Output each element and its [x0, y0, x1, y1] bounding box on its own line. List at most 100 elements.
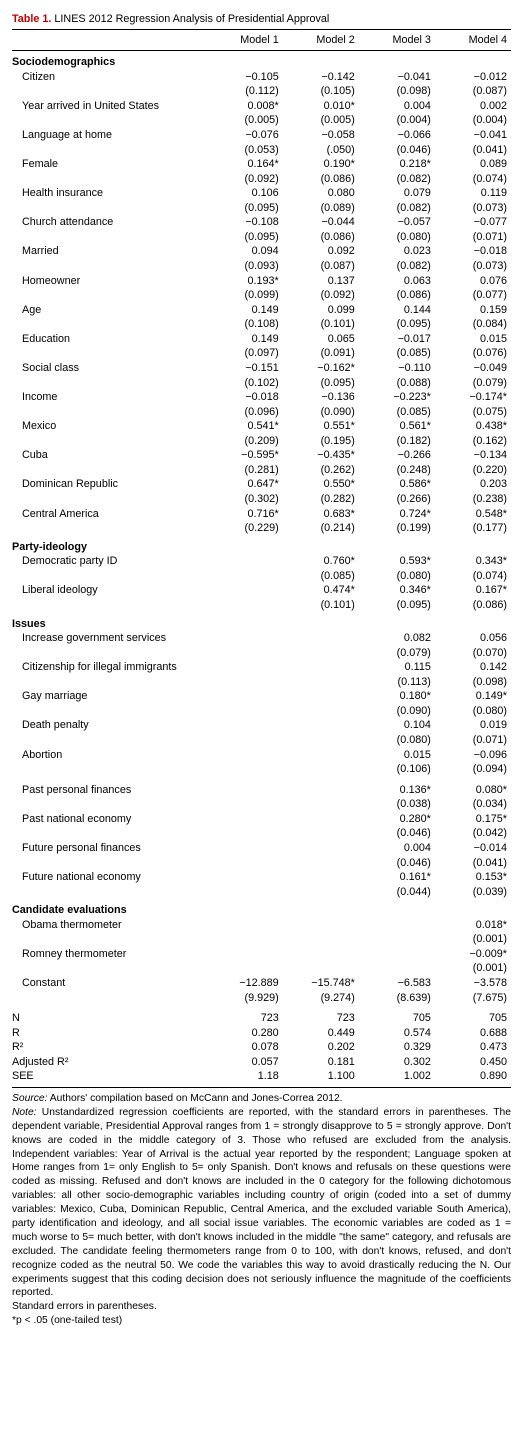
row-label: Democratic party ID — [12, 554, 207, 569]
cell-coef: 0.149 — [207, 332, 283, 347]
cell-se: (0.080) — [359, 230, 435, 245]
cell-se: (0.101) — [283, 317, 359, 332]
table-row: Mexico0.541*0.551*0.561*0.438* — [12, 419, 511, 434]
cell-se — [283, 932, 359, 947]
cell-coef — [283, 783, 359, 798]
cell-coef: −0.018 — [207, 390, 283, 405]
table-row-se: (0.209)(0.195)(0.182)(0.162) — [12, 434, 511, 449]
cell-se: (0.004) — [435, 113, 511, 128]
cell-coef — [207, 554, 283, 569]
col-m4: Model 4 — [435, 30, 511, 51]
table-row: Constant−12.889−15.748*−6.583−3.578 — [12, 976, 511, 991]
cell-coef: −0.266 — [359, 448, 435, 463]
cell-coef — [207, 660, 283, 675]
table-footer: Source: Authors' compilation based on Mc… — [12, 1092, 511, 1328]
table-row-se: (0.113)(0.098) — [12, 675, 511, 690]
cell-se: (0.079) — [359, 646, 435, 661]
table-row: Female0.164*0.190*0.218*0.089 — [12, 157, 511, 172]
cell-coef: −0.041 — [435, 128, 511, 143]
cell-se: (0.038) — [359, 797, 435, 812]
cell-se: (7.675) — [435, 991, 511, 1006]
cell-coef: −0.014 — [435, 841, 511, 856]
cell-se: (0.092) — [283, 288, 359, 303]
cell-coef: 0.008* — [207, 99, 283, 114]
cell-coef: 723 — [207, 1011, 283, 1026]
cell-se: (0.071) — [435, 230, 511, 245]
cell-coef: 0.057 — [207, 1055, 283, 1070]
cell-coef: 0.065 — [283, 332, 359, 347]
cell-coef: −15.748* — [283, 976, 359, 991]
table-row: N723723705705 — [12, 1011, 511, 1026]
table-row-se: (0.080)(0.071) — [12, 733, 511, 748]
cell-coef: −0.012 — [435, 70, 511, 85]
cell-coef: 0.106 — [207, 186, 283, 201]
cell-coef: 0.724* — [359, 507, 435, 522]
table-row: R0.2800.4490.5740.688 — [12, 1026, 511, 1041]
cell-se: (0.248) — [359, 463, 435, 478]
row-label: Married — [12, 244, 207, 259]
cell-se — [359, 932, 435, 947]
cell-coef: 0.473 — [435, 1040, 511, 1055]
cell-coef: 0.004 — [359, 841, 435, 856]
row-label: Adjusted R² — [12, 1055, 207, 1070]
section-header: Party-ideology — [12, 536, 511, 555]
table-title: Table 1. LINES 2012 Regression Analysis … — [12, 12, 511, 30]
cell-coef: 0.343* — [435, 554, 511, 569]
cell-coef: 0.438* — [435, 419, 511, 434]
row-label: Central America — [12, 507, 207, 522]
table-row-se: (0.095)(0.089)(0.082)(0.073) — [12, 201, 511, 216]
cell-coef: 1.100 — [283, 1069, 359, 1087]
row-label: R — [12, 1026, 207, 1041]
cell-coef: 0.080* — [435, 783, 511, 798]
cell-se: (0.053) — [207, 143, 283, 158]
cell-se: (0.075) — [435, 405, 511, 420]
section-label: Sociodemographics — [12, 51, 511, 70]
row-label: Cuba — [12, 448, 207, 463]
cell-se: (0.071) — [435, 733, 511, 748]
table-row: Income−0.018−0.136−0.223*−0.174* — [12, 390, 511, 405]
cell-se — [207, 704, 283, 719]
col-m3: Model 3 — [359, 30, 435, 51]
cell-se: (0.005) — [207, 113, 283, 128]
table-row-se: (0.001) — [12, 932, 511, 947]
cell-se: (0.101) — [283, 598, 359, 613]
cell-coef: −12.889 — [207, 976, 283, 991]
row-label: Female — [12, 157, 207, 172]
row-label: Dominican Republic — [12, 477, 207, 492]
cell-coef: 0.760* — [283, 554, 359, 569]
row-label: Death penalty — [12, 718, 207, 733]
cell-coef: 0.015 — [359, 748, 435, 763]
cell-se: (0.001) — [435, 961, 511, 976]
cell-se — [207, 885, 283, 900]
table-row-se: (9.929)(9.274)(8.639)(7.675) — [12, 991, 511, 1006]
cell-coef: 0.164* — [207, 157, 283, 172]
cell-se — [283, 646, 359, 661]
cell-se: (0.302) — [207, 492, 283, 507]
cell-coef: 705 — [435, 1011, 511, 1026]
cell-coef: 0.203 — [435, 477, 511, 492]
cell-se: (0.046) — [359, 143, 435, 158]
row-label: Future national economy — [12, 870, 207, 885]
cell-coef: 0.149 — [207, 303, 283, 318]
p-note: *p < .05 (one-tailed test) — [12, 1314, 511, 1328]
cell-coef — [283, 870, 359, 885]
row-label: Year arrived in United States — [12, 99, 207, 114]
cell-se: (0.077) — [435, 288, 511, 303]
table-row: Citizen−0.105−0.142−0.041−0.012 — [12, 70, 511, 85]
cell-se: (0.092) — [207, 172, 283, 187]
cell-se: (0.080) — [359, 569, 435, 584]
cell-se: (0.099) — [207, 288, 283, 303]
table-row: Abortion0.015−0.096 — [12, 748, 511, 763]
row-label: Constant — [12, 976, 207, 991]
cell-coef: 0.094 — [207, 244, 283, 259]
row-label: R² — [12, 1040, 207, 1055]
cell-coef: 0.190* — [283, 157, 359, 172]
regression-table: Model 1 Model 2 Model 3 Model 4 Sociodem… — [12, 30, 511, 1088]
cell-se — [283, 826, 359, 841]
cell-se: (0.238) — [435, 492, 511, 507]
cell-se: (0.162) — [435, 434, 511, 449]
cell-coef: 0.002 — [435, 99, 511, 114]
row-label: Obama thermometer — [12, 918, 207, 933]
cell-se: (0.086) — [435, 598, 511, 613]
cell-coef: −0.136 — [283, 390, 359, 405]
